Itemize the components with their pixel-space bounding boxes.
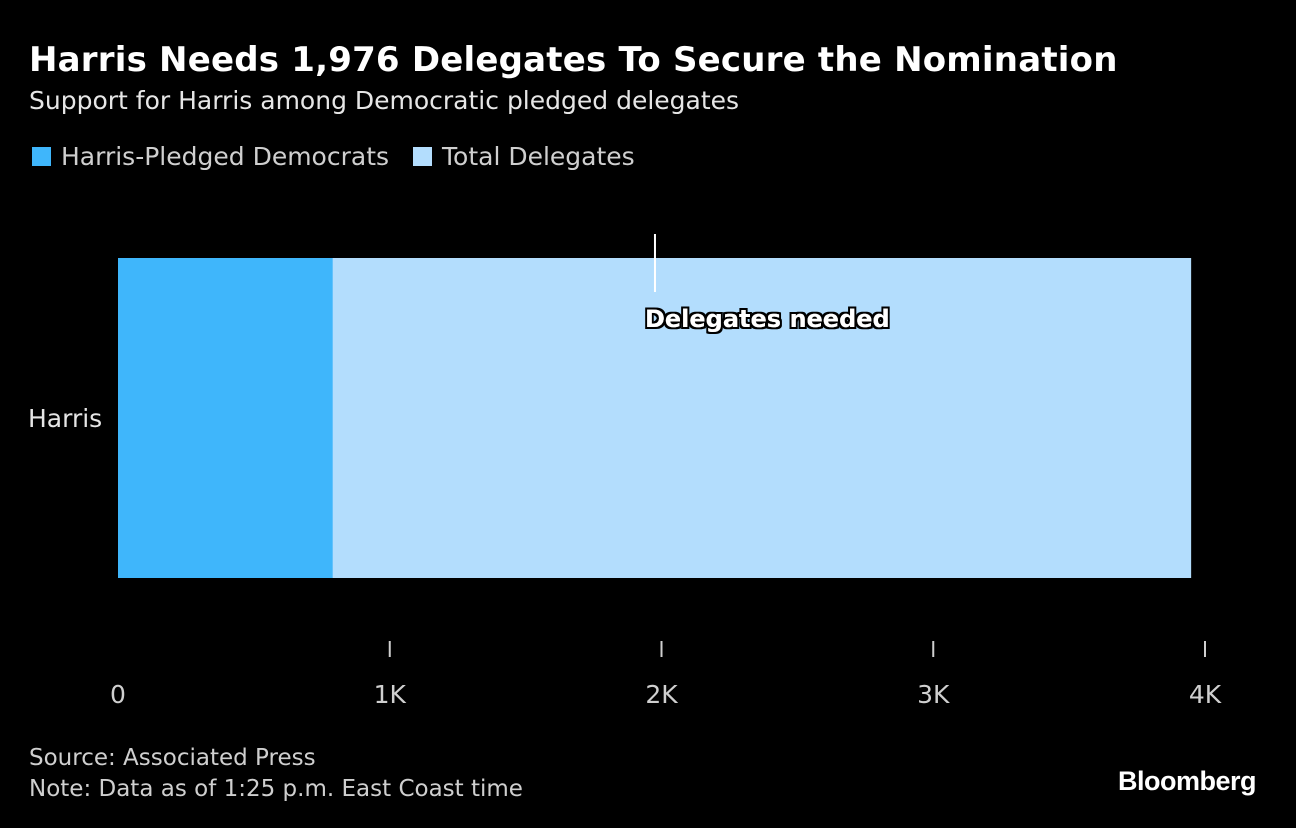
legend-item-harris-pledged: Harris-Pledged Democrats [32,142,389,171]
x-tick-label: 3K [917,680,950,709]
bloomberg-logo: Bloomberg [1117,766,1257,796]
legend-swatch-total-delegates [413,147,433,166]
x-tick-label: 0 [110,680,126,709]
legend-label-total-delegates: Total Delegates [442,142,635,171]
legend-item-total-delegates: Total Delegates [413,142,635,171]
chart-subtitle: Support for Harris among Democratic pled… [29,86,740,115]
category-label: Harris [28,404,102,433]
annotation-label: Delegates needed [645,305,890,333]
chart-footer: Source: Associated Press Note: Data as o… [29,743,523,805]
chart-legend: Harris-Pledged Democrats Total Delegates [32,142,659,171]
legend-swatch-harris-pledged [32,147,51,166]
x-tick-label: 4K [1189,680,1222,709]
source-note: Source: Associated Press [29,745,316,771]
chart-title: Harris Needs 1,976 Delegates To Secure t… [29,40,1118,80]
data-note: Note: Data as of 1:25 p.m. East Coast ti… [29,776,523,802]
legend-label-harris-pledged: Harris-Pledged Democrats [61,142,390,171]
x-tick-label: 1K [374,680,407,709]
bar-harris-pledged-democrats [118,258,333,578]
x-tick-label: 2K [645,680,678,709]
